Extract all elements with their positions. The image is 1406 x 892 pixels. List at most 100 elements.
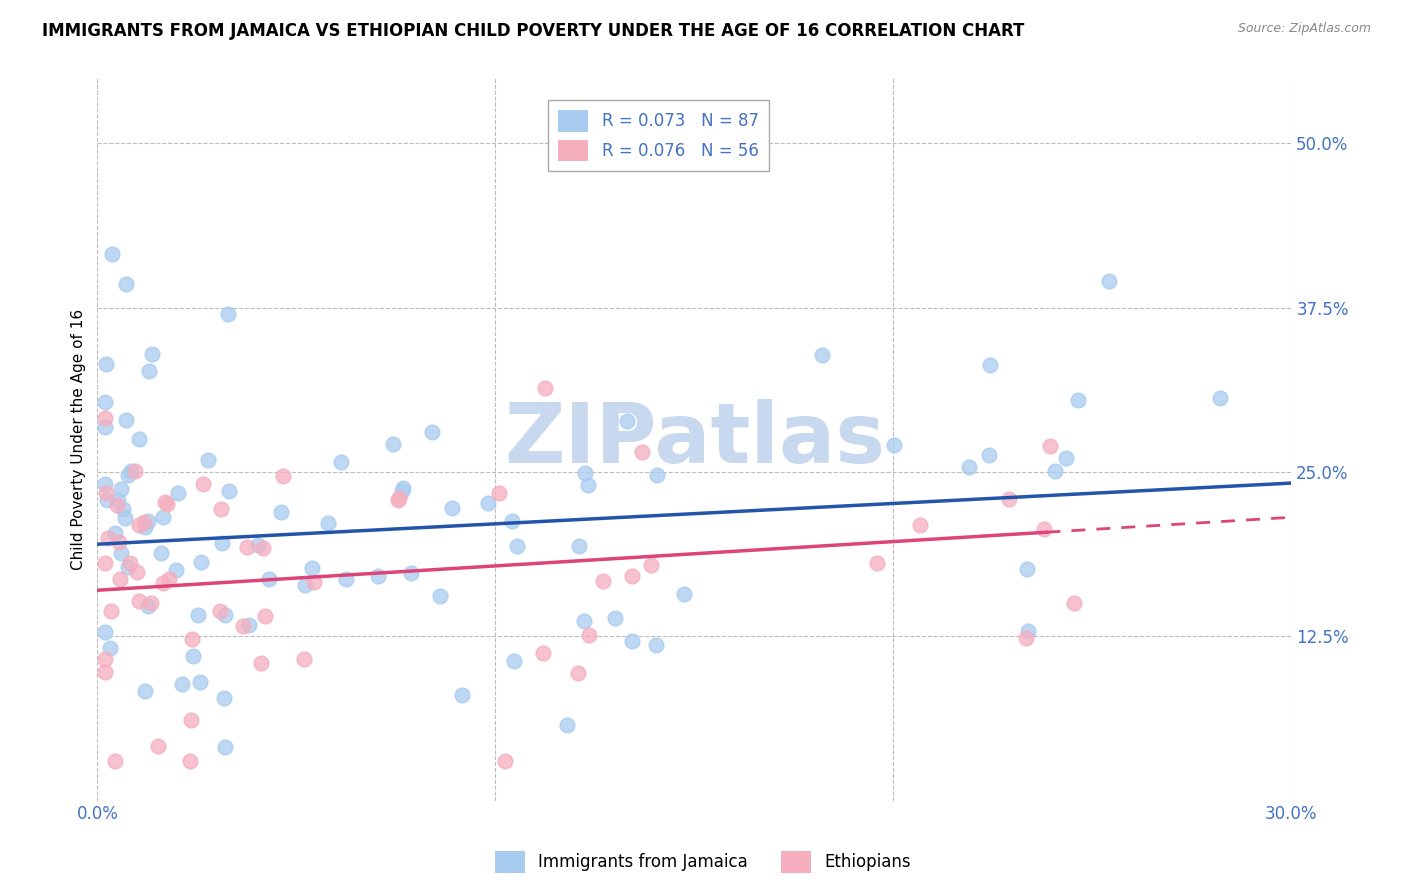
- Point: [94, 477, 117, 491]
- Point: [94, 357, 117, 371]
- Point: [253, 609, 276, 624]
- Point: [217, 307, 239, 321]
- Point: [128, 594, 150, 608]
- Point: [197, 452, 219, 467]
- Point: [110, 572, 132, 586]
- Point: [673, 587, 696, 601]
- Point: [1017, 624, 1039, 638]
- Point: [645, 467, 668, 482]
- Point: [110, 546, 132, 560]
- Point: [367, 569, 389, 583]
- Point: [866, 557, 889, 571]
- Point: [330, 454, 353, 468]
- Point: [957, 460, 980, 475]
- Point: [94, 420, 117, 434]
- Point: [387, 493, 409, 508]
- Point: [292, 652, 315, 666]
- Point: [136, 514, 159, 528]
- Point: [640, 558, 662, 573]
- Point: [136, 599, 159, 613]
- Point: [568, 540, 591, 554]
- Point: [621, 569, 644, 583]
- Point: [180, 713, 202, 727]
- Point: [592, 574, 614, 588]
- Point: [429, 589, 451, 603]
- Point: [488, 486, 510, 500]
- Point: [477, 496, 499, 510]
- Point: [96, 493, 118, 508]
- Point: [104, 754, 127, 768]
- Point: [391, 484, 413, 499]
- Point: [534, 381, 557, 395]
- Point: [167, 485, 190, 500]
- Point: [134, 520, 156, 534]
- Point: [250, 656, 273, 670]
- Point: [141, 596, 163, 610]
- Point: [100, 604, 122, 618]
- Point: [165, 563, 187, 577]
- Point: [567, 665, 589, 680]
- Point: [211, 535, 233, 549]
- Point: [1039, 439, 1062, 453]
- Point: [94, 625, 117, 640]
- Point: [574, 467, 596, 481]
- Point: [128, 518, 150, 533]
- Point: [1054, 450, 1077, 465]
- Point: [505, 539, 527, 553]
- Point: [382, 437, 405, 451]
- Point: [152, 575, 174, 590]
- Point: [1067, 392, 1090, 407]
- Point: [180, 632, 202, 647]
- Point: [603, 611, 626, 625]
- Point: [883, 438, 905, 452]
- Point: [1209, 391, 1232, 405]
- Point: [94, 665, 117, 679]
- Point: [100, 246, 122, 260]
- Point: [392, 482, 415, 496]
- Point: [214, 739, 236, 754]
- Point: [578, 627, 600, 641]
- Point: [1015, 631, 1038, 645]
- Point: [997, 491, 1019, 506]
- Point: [94, 394, 117, 409]
- Point: [218, 484, 240, 499]
- Point: [181, 649, 204, 664]
- Point: [214, 607, 236, 622]
- Point: [1098, 274, 1121, 288]
- Point: [105, 498, 128, 512]
- Point: [301, 561, 323, 575]
- Point: [631, 444, 654, 458]
- Point: [232, 618, 254, 632]
- Point: [252, 541, 274, 555]
- Point: [316, 516, 339, 531]
- Point: [94, 410, 117, 425]
- Point: [149, 546, 172, 560]
- Point: [294, 577, 316, 591]
- Point: [494, 754, 516, 768]
- Point: [94, 556, 117, 570]
- Point: [128, 433, 150, 447]
- Point: [1033, 522, 1056, 536]
- Point: [271, 468, 294, 483]
- Point: [576, 477, 599, 491]
- Point: [104, 525, 127, 540]
- Point: [420, 425, 443, 440]
- Point: [1043, 464, 1066, 478]
- Point: [1063, 596, 1085, 610]
- Point: [572, 614, 595, 628]
- Point: [134, 684, 156, 698]
- Point: [270, 505, 292, 519]
- Point: [120, 557, 142, 571]
- Point: [157, 572, 180, 586]
- Point: [148, 739, 170, 753]
- Point: [114, 510, 136, 524]
- Point: [257, 572, 280, 586]
- Point: [108, 534, 131, 549]
- Legend: Immigrants from Jamaica, Ethiopians: Immigrants from Jamaica, Ethiopians: [488, 845, 918, 880]
- Point: [112, 502, 135, 516]
- Point: [110, 482, 132, 496]
- Point: [114, 277, 136, 291]
- Text: ZIPatlas: ZIPatlas: [503, 399, 884, 480]
- Point: [187, 608, 209, 623]
- Point: [134, 515, 156, 529]
